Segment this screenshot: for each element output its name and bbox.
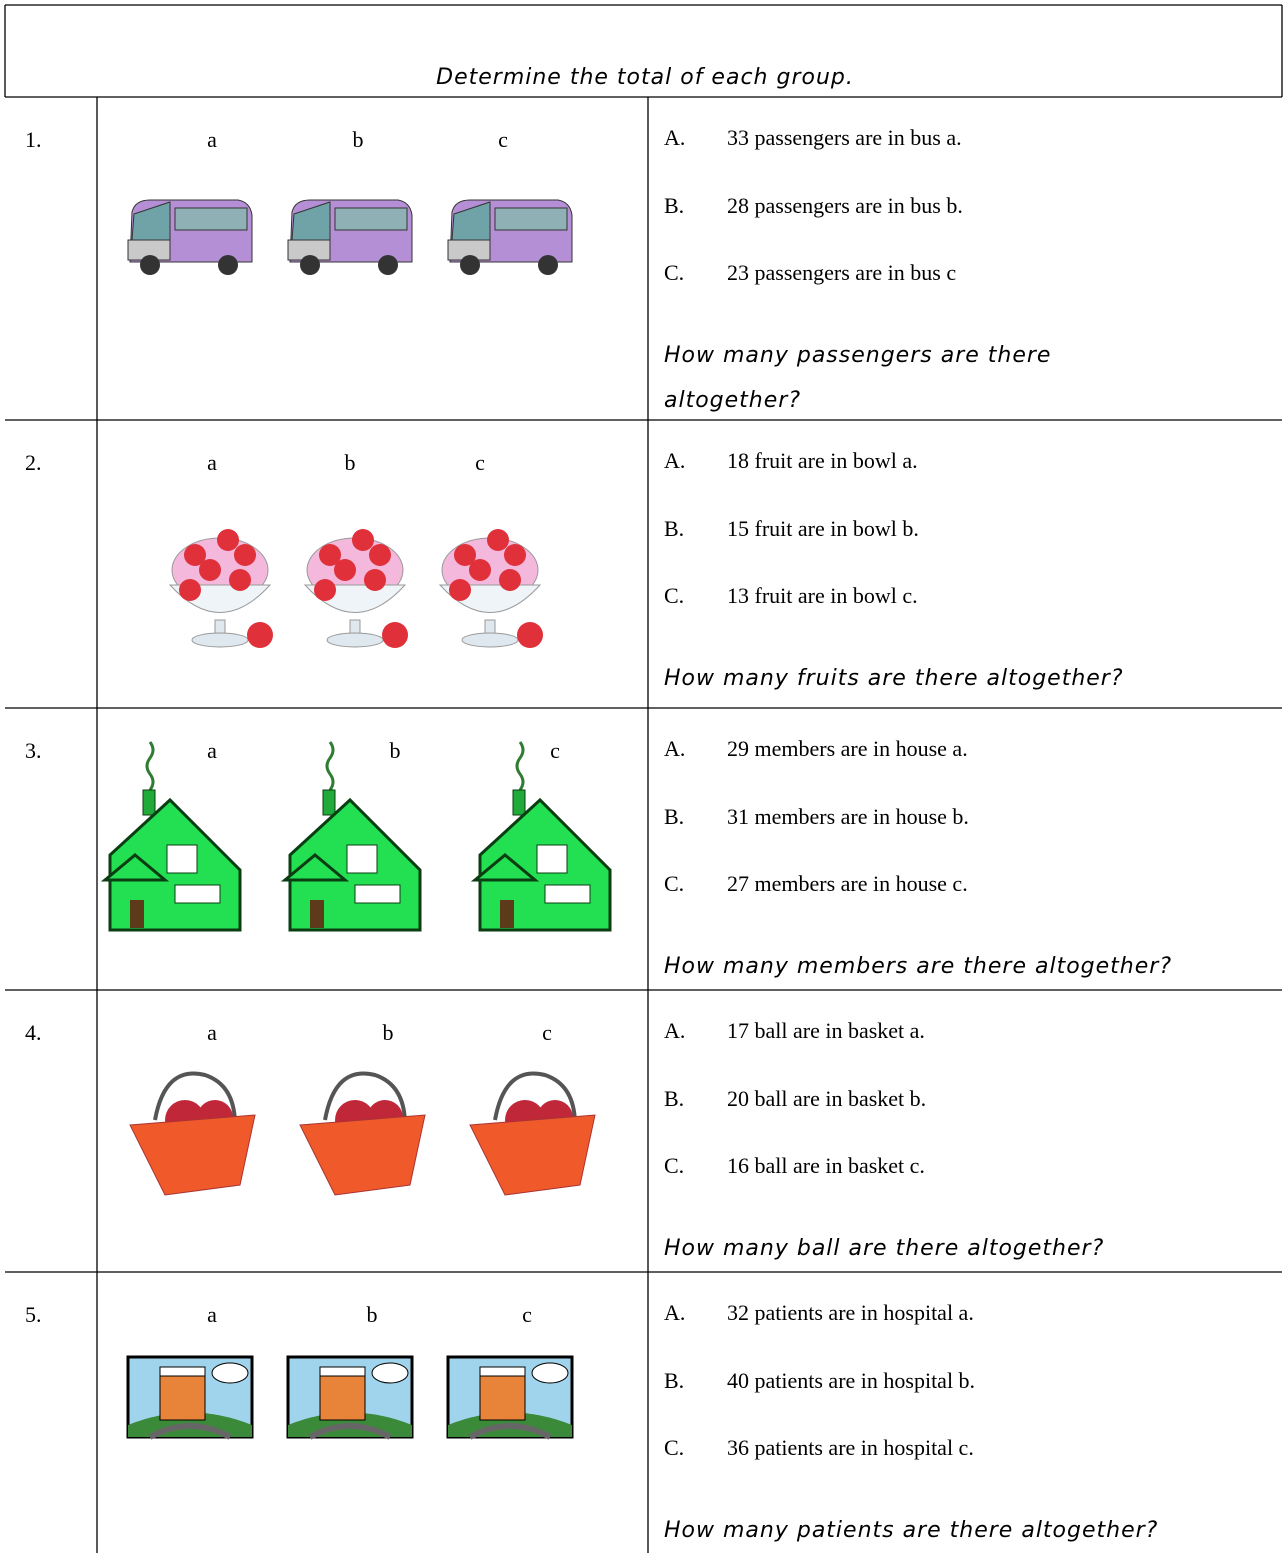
item-letter: C.	[664, 1435, 684, 1460]
question-row: 4. a b c A. 17 ball are in basket a. B. 20 ball…	[25, 1018, 1104, 1261]
item-letter: B.	[664, 516, 684, 541]
group-picture	[470, 741, 612, 932]
item-text: 15 fruit are in bowl b.	[727, 516, 919, 541]
item-letter: A.	[664, 448, 685, 473]
question-text: How many patients are there altogether?	[664, 1518, 1158, 1543]
group-label: c	[498, 127, 508, 152]
question-row: 3. a b c A. 29 members are in house a. B. 31 me…	[25, 736, 1172, 979]
item-text: 32 patients are in hospital a.	[727, 1300, 974, 1325]
item-text: 13 fruit are in bowl c.	[727, 583, 918, 608]
question-number: 3.	[25, 738, 42, 763]
group-label: b	[353, 127, 364, 152]
group-picture	[100, 741, 242, 932]
group-picture	[127, 199, 253, 275]
question-number: 1.	[25, 127, 42, 152]
group-picture	[438, 529, 543, 648]
item-letter: C.	[664, 871, 684, 896]
group-picture	[469, 1071, 596, 1196]
group-label: a	[207, 450, 217, 475]
group-picture	[129, 1071, 256, 1196]
item-text: 18 fruit are in bowl a.	[727, 448, 918, 473]
group-label: b	[390, 738, 401, 763]
item-text: 20 ball are in basket b.	[727, 1086, 926, 1111]
table-lines	[4, 4, 1283, 1553]
question-row: 2. a b c A. 18 fruit are in bowl a. B. 15 fruit…	[25, 448, 1124, 691]
question-text: How many passengers are there	[664, 343, 1051, 368]
group-label: b	[345, 450, 356, 475]
question-number: 5.	[25, 1302, 42, 1327]
group-label: c	[475, 450, 485, 475]
item-text: 33 passengers are in bus a.	[727, 125, 962, 150]
group-label: c	[542, 1020, 552, 1045]
item-letter: A.	[664, 736, 685, 761]
group-picture	[286, 1355, 414, 1440]
item-letter: B.	[664, 804, 684, 829]
item-text: 31 members are in house b.	[727, 804, 969, 829]
group-picture	[447, 199, 573, 275]
item-text: 16 ball are in basket c.	[727, 1153, 925, 1178]
item-text: 27 members are in house c.	[727, 871, 968, 896]
group-label: a	[207, 738, 217, 763]
item-text: 23 passengers are in bus c	[727, 260, 956, 285]
item-letter: C.	[664, 1153, 684, 1178]
group-label: a	[207, 1302, 217, 1327]
question-text: altogether?	[664, 388, 801, 413]
group-picture	[299, 1071, 426, 1196]
question-row: 1. a b c A. 33 passengers are in bus a. B. 28 p…	[25, 125, 1051, 413]
item-letter: B.	[664, 1368, 684, 1393]
title: Determine the total of each group.	[436, 65, 854, 90]
group-picture	[126, 1355, 254, 1440]
item-letter: C.	[664, 583, 684, 608]
item-text: 40 patients are in hospital b.	[727, 1368, 975, 1393]
group-label: a	[207, 127, 217, 152]
question-number: 2.	[25, 450, 42, 475]
group-picture	[280, 741, 422, 932]
item-letter: B.	[664, 193, 684, 218]
question-text: How many ball are there altogether?	[664, 1236, 1104, 1261]
group-picture	[168, 529, 273, 648]
item-text: 29 members are in house a.	[727, 736, 968, 761]
item-letter: C.	[664, 260, 684, 285]
item-letter: A.	[664, 1018, 685, 1043]
item-letter: B.	[664, 1086, 684, 1111]
item-letter: A.	[664, 125, 685, 150]
question-row: 5. a b c A. 32 patients are in hospital a. B. 4…	[25, 1300, 1158, 1543]
item-text: 17 ball are in basket a.	[727, 1018, 925, 1043]
group-label: a	[207, 1020, 217, 1045]
question-text: How many members are there altogether?	[664, 954, 1172, 979]
group-label: b	[383, 1020, 394, 1045]
question-text: How many fruits are there altogether?	[664, 666, 1124, 691]
item-letter: A.	[664, 1300, 685, 1325]
group-label: c	[522, 1302, 532, 1327]
group-picture	[446, 1355, 574, 1440]
question-number: 4.	[25, 1020, 42, 1045]
item-text: 36 patients are in hospital c.	[727, 1435, 974, 1460]
group-label: c	[550, 738, 560, 763]
item-text: 28 passengers are in bus b.	[727, 193, 963, 218]
group-label: b	[367, 1302, 378, 1327]
group-picture	[303, 529, 408, 648]
group-picture	[287, 199, 413, 275]
